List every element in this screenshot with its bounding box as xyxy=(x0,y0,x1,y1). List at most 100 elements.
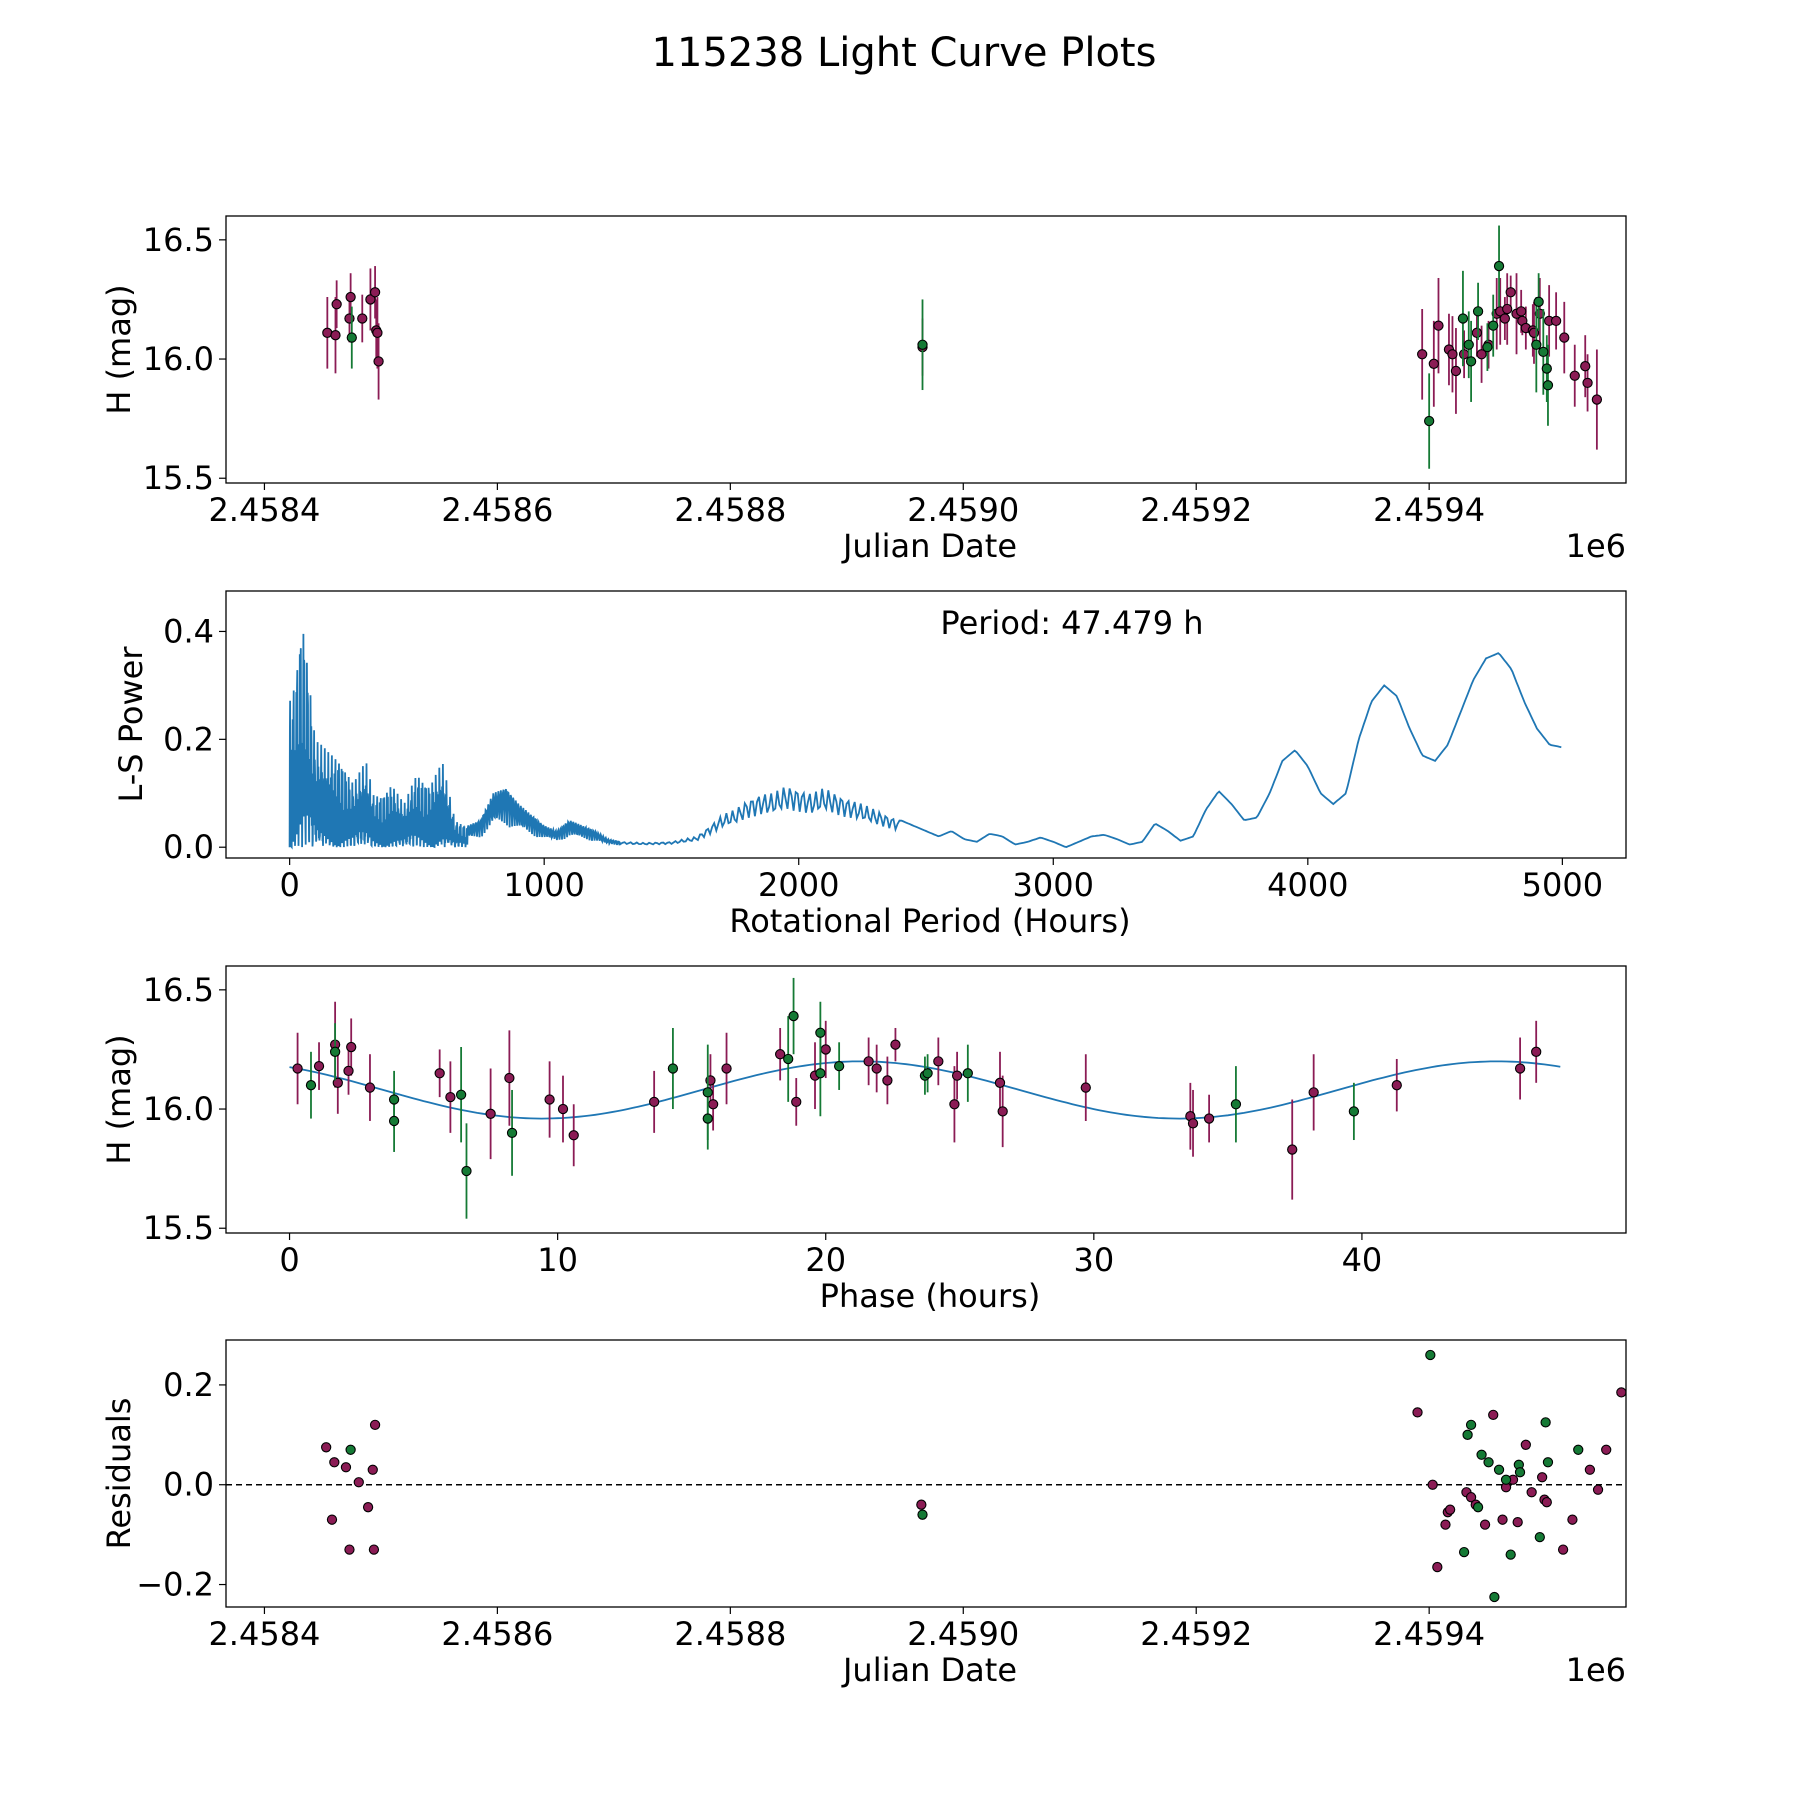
data-point xyxy=(1460,350,1469,359)
data-point xyxy=(1288,1145,1297,1154)
data-point xyxy=(1451,366,1460,375)
data-point xyxy=(1521,1440,1530,1449)
y-tick-label: 15.5 xyxy=(143,1209,214,1247)
series-g xyxy=(346,1350,1583,1601)
data-point xyxy=(923,1069,932,1078)
y-tick-label: 0.2 xyxy=(163,720,214,758)
series-g xyxy=(306,978,1358,1219)
data-point xyxy=(883,1076,892,1085)
data-point xyxy=(1592,395,1601,404)
y-axis-label: H (mag) xyxy=(100,1034,138,1164)
data-point xyxy=(872,1064,881,1073)
data-point xyxy=(1205,1114,1214,1123)
data-point xyxy=(1527,1488,1536,1497)
y-axis-label: H (mag) xyxy=(100,284,138,414)
data-point xyxy=(358,314,367,323)
data-point xyxy=(784,1054,793,1063)
data-point xyxy=(709,1100,718,1109)
data-point xyxy=(314,1062,323,1071)
data-point xyxy=(1498,1515,1507,1524)
data-point xyxy=(1434,321,1443,330)
data-point xyxy=(569,1131,578,1140)
data-point xyxy=(1473,1503,1482,1512)
data-point xyxy=(1535,1533,1544,1542)
axis-offset-text: 1e6 xyxy=(1566,527,1626,565)
data-point xyxy=(1466,357,1475,366)
x-tick-label: 4000 xyxy=(1267,866,1348,904)
data-point xyxy=(891,1040,900,1049)
y-tick-label: −0.2 xyxy=(136,1566,214,1604)
data-point xyxy=(1392,1081,1401,1090)
data-point xyxy=(1585,1465,1594,1474)
y-tick-label: 0.4 xyxy=(163,612,214,650)
data-point xyxy=(363,1503,372,1512)
data-point xyxy=(1464,340,1473,349)
y-tick-label: 16.0 xyxy=(143,1090,214,1128)
x-axis-label: Julian Date xyxy=(841,527,1017,565)
data-point xyxy=(1532,1047,1541,1056)
data-point xyxy=(1552,316,1561,325)
figure-title: 115238 Light Curve Plots xyxy=(652,30,1157,76)
y-tick-label: 16.0 xyxy=(143,340,214,378)
x-tick-label: 2.4594 xyxy=(1373,491,1485,529)
data-point xyxy=(1494,1465,1503,1474)
data-point xyxy=(370,288,379,297)
data-point xyxy=(331,1047,340,1056)
x-tick-label: 30 xyxy=(1073,1241,1114,1279)
x-tick-label: 2.4584 xyxy=(208,491,320,529)
data-point xyxy=(1309,1088,1318,1097)
plot-area xyxy=(290,634,1562,847)
data-point xyxy=(341,1463,350,1472)
data-point xyxy=(668,1064,677,1073)
data-point xyxy=(816,1028,825,1037)
plot-area xyxy=(290,978,1561,1219)
data-point xyxy=(1542,364,1551,373)
data-point xyxy=(327,1515,336,1524)
y-tick-label: 0.0 xyxy=(163,1466,214,1504)
x-tick-label: 10 xyxy=(537,1241,578,1279)
data-point xyxy=(918,340,927,349)
data-point xyxy=(486,1109,495,1118)
data-point xyxy=(1472,328,1481,337)
subplot-2: 0 1000 2000 3000 4000 50000.00.20.4Rotational… xyxy=(112,604,1603,940)
period-annotation: Period: 47.479 h xyxy=(940,604,1203,642)
data-point xyxy=(1458,314,1467,323)
x-tick-label: 2.4588 xyxy=(674,491,786,529)
data-point xyxy=(703,1114,712,1123)
subplot-3: 0 10 20 30 40 15.5 16.0 16.5 Phase (hours) H (mag… xyxy=(100,971,1560,1315)
data-point xyxy=(1448,350,1457,359)
data-point xyxy=(1560,333,1569,342)
data-point xyxy=(1538,1473,1547,1482)
data-point xyxy=(821,1045,830,1054)
data-point xyxy=(1593,1485,1602,1494)
y-tick-label: 16.5 xyxy=(143,971,214,1009)
data-point xyxy=(1446,1505,1455,1514)
data-point xyxy=(950,1100,959,1109)
y-tick-label: 0.2 xyxy=(163,1366,214,1404)
data-point xyxy=(835,1062,844,1071)
data-point xyxy=(293,1064,302,1073)
x-axis-label: Julian Date xyxy=(841,1651,1017,1689)
data-point xyxy=(864,1057,873,1066)
x-tick-label: 0 xyxy=(279,1241,299,1279)
data-point xyxy=(1489,321,1498,330)
data-point xyxy=(1490,1592,1499,1601)
data-point xyxy=(1500,314,1509,323)
data-point xyxy=(331,331,340,340)
data-point xyxy=(1506,288,1515,297)
data-point xyxy=(1570,371,1579,380)
data-point xyxy=(789,1011,798,1020)
x-tick-label: 2000 xyxy=(758,866,839,904)
data-point xyxy=(368,1465,377,1474)
data-point xyxy=(1418,350,1427,359)
data-point xyxy=(995,1078,1004,1087)
data-point xyxy=(1602,1445,1611,1454)
data-point xyxy=(365,1083,374,1092)
x-tick-label: 5000 xyxy=(1522,866,1603,904)
data-point xyxy=(998,1107,1007,1116)
data-point xyxy=(435,1069,444,1078)
data-point xyxy=(558,1104,567,1113)
data-point xyxy=(1477,1450,1486,1459)
data-point xyxy=(1463,1430,1472,1439)
data-point xyxy=(1501,1475,1510,1484)
